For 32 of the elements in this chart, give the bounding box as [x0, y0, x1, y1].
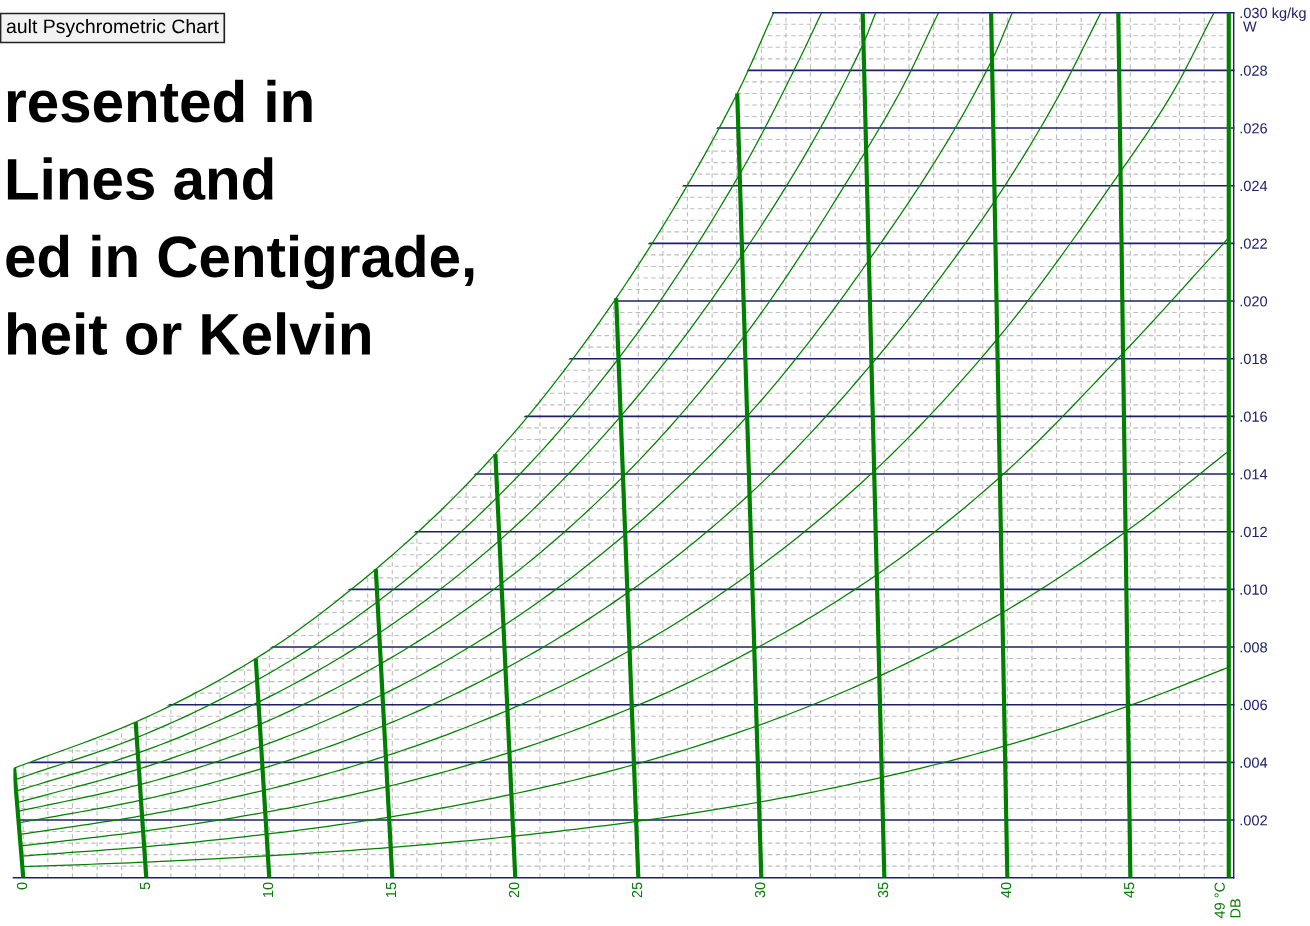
y-tick-label: .024: [1240, 180, 1268, 192]
y-tick-label: .012: [1240, 526, 1267, 538]
y-tick-label: .002: [1240, 815, 1267, 826]
annotation: Lines and: [7, 157, 273, 201]
x-tick-label: 0: [16, 882, 28, 890]
x-tick-label: 35: [877, 882, 889, 898]
y-tick-label: .028: [1240, 65, 1267, 76]
y-tick-label: .006: [1240, 699, 1267, 711]
y-tick-label: .010: [1240, 584, 1268, 595]
y-tick-label: .014: [1240, 469, 1268, 480]
x-tick-label: 5: [139, 882, 151, 890]
chart-title: ault Psychrometric Chart: [6, 18, 219, 38]
annotation: ed in Centigrade,: [6, 234, 474, 290]
x-tick-label: 15: [386, 882, 397, 897]
y-tick-label: .020: [1240, 296, 1268, 307]
y-tick-label: .018: [1240, 353, 1267, 365]
y-axis-title: W: [1243, 21, 1257, 32]
x-tick-label: 30: [754, 882, 766, 898]
x-tick-label: 45: [1124, 882, 1135, 898]
x-tick-label: 40: [1000, 882, 1012, 898]
x-tick-label: 20: [508, 882, 520, 898]
x-tick-label: 10: [262, 882, 274, 897]
y-tick-label: .008: [1240, 642, 1267, 653]
x-tick-label: 49 °C DB: [1214, 882, 1241, 919]
annotation: resented in: [7, 79, 312, 123]
x-tick-label: 25: [631, 882, 643, 898]
y-tick-label: .016: [1240, 411, 1267, 422]
y-tick-label: .004: [1240, 757, 1268, 768]
annotation: heit or Kelvin: [8, 312, 370, 356]
y-tick-label: .022: [1240, 238, 1267, 249]
y-tick-label: .030 kg/kg: [1240, 7, 1306, 22]
y-tick-label: .026: [1240, 123, 1267, 134]
